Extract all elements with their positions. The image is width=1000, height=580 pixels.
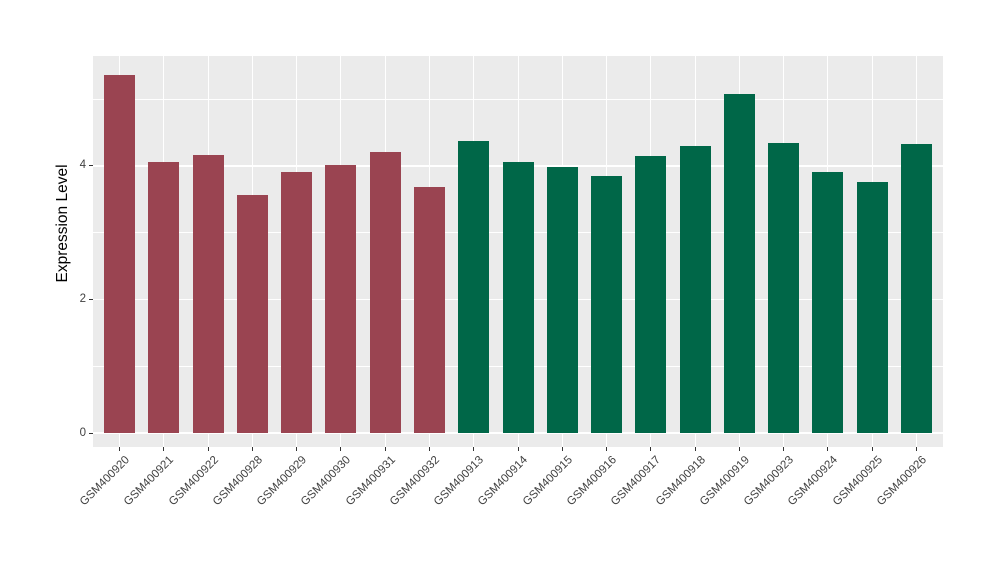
- x-tick-mark: [561, 447, 563, 451]
- bar-GSM400922: [192, 155, 224, 433]
- bar-GSM400925: [856, 181, 888, 433]
- bar-GSM400915: [546, 167, 578, 433]
- x-tick-mark: [163, 447, 165, 451]
- x-tick-mark: [783, 447, 785, 451]
- y-axis-title: Expression Level: [54, 164, 71, 283]
- bar-GSM400926: [900, 144, 932, 433]
- bar-GSM400929: [281, 171, 313, 433]
- bar-GSM400916: [591, 176, 623, 433]
- bar-GSM400924: [812, 171, 844, 433]
- bar-GSM400932: [413, 186, 445, 433]
- x-tick-mark: [119, 447, 121, 451]
- x-tick-mark: [606, 447, 608, 451]
- bar-GSM400917: [635, 155, 667, 433]
- x-tick-mark: [650, 447, 652, 451]
- y-tick-mark: [89, 432, 93, 434]
- y-tick-label: 0: [79, 426, 86, 439]
- gridline-minor: [93, 98, 943, 100]
- gridline-major: [93, 432, 943, 434]
- y-tick-mark: [89, 298, 93, 300]
- bar-GSM400919: [723, 93, 755, 433]
- x-tick-mark: [428, 447, 430, 451]
- bar-GSM400914: [502, 161, 534, 433]
- x-tick-mark: [827, 447, 829, 451]
- x-tick-mark: [738, 447, 740, 451]
- bar-GSM400913: [458, 141, 490, 433]
- bar-GSM400918: [679, 146, 711, 433]
- bar-GSM400931: [369, 152, 401, 433]
- y-tick-label: 4: [79, 159, 86, 172]
- plot-panel: [93, 56, 943, 447]
- bar-GSM400930: [325, 165, 357, 433]
- bar-GSM400921: [148, 162, 180, 433]
- x-tick-mark: [251, 447, 253, 451]
- x-tick-mark: [915, 447, 917, 451]
- y-tick-label: 2: [79, 292, 86, 305]
- x-tick-mark: [340, 447, 342, 451]
- x-tick-mark: [871, 447, 873, 451]
- x-tick-mark: [473, 447, 475, 451]
- bar-GSM400920: [104, 74, 136, 433]
- y-tick-mark: [89, 165, 93, 167]
- x-tick-mark: [207, 447, 209, 451]
- bar-GSM400928: [236, 195, 268, 433]
- x-tick-mark: [694, 447, 696, 451]
- x-tick-mark: [296, 447, 298, 451]
- x-tick-mark: [517, 447, 519, 451]
- x-tick-mark: [384, 447, 386, 451]
- bar-GSM400923: [768, 143, 800, 433]
